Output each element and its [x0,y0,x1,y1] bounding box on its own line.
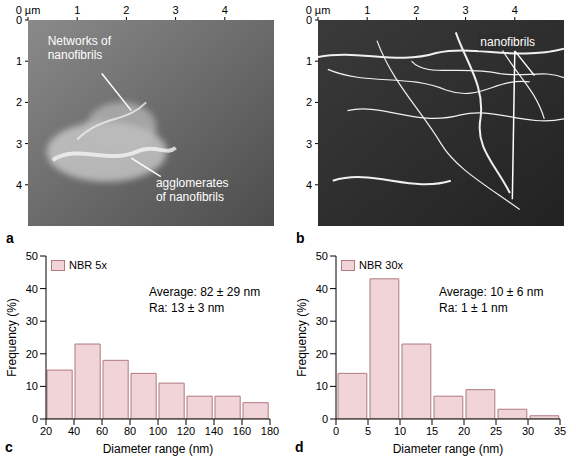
svg-text:0: 0 [16,14,22,26]
svg-text:3: 3 [16,138,22,150]
svg-text:25: 25 [490,425,502,437]
svg-text:20: 20 [26,348,38,360]
svg-text:40: 40 [316,283,328,295]
svg-text:0: 0 [333,425,339,437]
svg-text:Frequency (%): Frequency (%) [5,298,19,377]
svg-text:4: 4 [16,179,22,191]
html-text:c: c [5,439,13,455]
svg-text:40: 40 [26,283,38,295]
svg-text:2: 2 [413,4,419,16]
svg-text:50: 50 [26,250,38,262]
svg-text:10: 10 [394,425,406,437]
html-text:Average: 10 ± 6 nm: Average: 10 ± 6 nm [439,284,544,299]
svg-text:0 µm: 0 µm [305,4,331,16]
svg-text:120: 120 [177,425,195,437]
svg-text:3: 3 [173,4,179,16]
svg-text:a: a [6,230,14,246]
svg-text:4: 4 [306,179,312,191]
html-text:Ra: 13 ± 3 nm: Ra: 13 ± 3 nm [149,300,225,315]
svg-text:1: 1 [16,55,22,67]
svg-text:1: 1 [306,55,312,67]
svg-text:30: 30 [522,425,534,437]
svg-text:2: 2 [16,96,22,108]
svg-text:160: 160 [233,425,251,437]
svg-text:Networks ofnanofibrils: Networks ofnanofibrils [48,34,112,62]
svg-text:Diameter range (nm): Diameter range (nm) [393,442,504,456]
html-text:NBR 5x: NBR 5x [69,259,107,271]
svg-text:30: 30 [316,315,328,327]
svg-text:1: 1 [364,4,370,16]
svg-text:0: 0 [322,413,328,425]
svg-text:agglomeratesof nanofibrils: agglomeratesof nanofibrils [156,176,229,204]
svg-text:5: 5 [365,425,371,437]
svg-text:50: 50 [316,250,328,262]
svg-text:2: 2 [306,96,312,108]
svg-text:40: 40 [68,425,80,437]
html-text:Ra: 1 ± 1 nm: Ra: 1 ± 1 nm [439,300,508,315]
svg-text:nanofibrils: nanofibrils [480,35,535,49]
svg-text:Diameter range (nm): Diameter range (nm) [103,442,214,456]
svg-text:2: 2 [123,4,129,16]
svg-text:1: 1 [74,4,80,16]
svg-text:20: 20 [458,425,470,437]
html-text:Average: 82 ± 29 nm: Average: 82 ± 29 nm [149,284,261,299]
svg-text:0: 0 [306,14,312,26]
svg-text:3: 3 [306,138,312,150]
svg-text:180: 180 [261,425,279,437]
html-text:d: d [295,439,304,455]
svg-text:140: 140 [205,425,223,437]
svg-text:20: 20 [40,425,52,437]
svg-text:0: 0 [32,413,38,425]
svg-text:80: 80 [124,425,136,437]
svg-text:b: b [296,230,305,246]
svg-text:15: 15 [426,425,438,437]
svg-text:100: 100 [149,425,167,437]
svg-text:4: 4 [222,4,228,16]
svg-text:10: 10 [316,380,328,392]
svg-text:3: 3 [463,4,469,16]
svg-text:20: 20 [316,348,328,360]
svg-text:35: 35 [554,425,566,437]
svg-text:4: 4 [512,4,518,16]
svg-text:60: 60 [96,425,108,437]
svg-text:0 µm: 0 µm [15,4,41,16]
html-text:NBR 30x: NBR 30x [359,259,403,271]
svg-text:10: 10 [26,380,38,392]
svg-text:30: 30 [26,315,38,327]
svg-text:Frequency (%): Frequency (%) [295,298,309,377]
